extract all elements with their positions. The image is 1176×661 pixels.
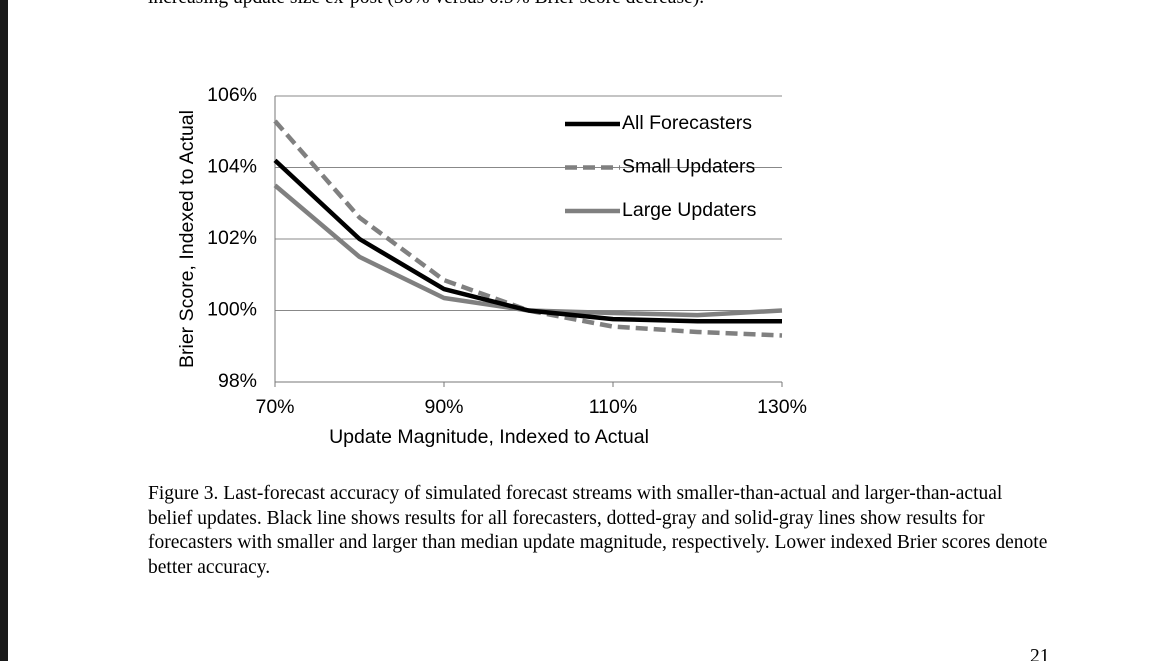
y-tick-label: 100% xyxy=(207,299,257,321)
x-tick-label: 110% xyxy=(589,396,637,418)
x-axis-label: Update Magnitude, Indexed to Actual xyxy=(329,426,649,448)
legend-label: Large Updaters xyxy=(622,199,757,221)
legend-label: All Forecasters xyxy=(622,112,752,134)
x-tick-label: 70% xyxy=(255,396,294,418)
y-tick-label: 98% xyxy=(218,370,257,392)
y-tick-label: 102% xyxy=(207,227,257,249)
chart: Update Magnitude, Indexed to Actual Brie… xyxy=(176,84,807,448)
x-tick-label: 130% xyxy=(757,396,807,418)
page-number: 21 xyxy=(1030,646,1050,661)
y-tick-label: 106% xyxy=(207,84,257,106)
x-tick-label: 90% xyxy=(424,396,463,418)
caption: Figure 3. Last-forecast accuracy of simu… xyxy=(148,483,1048,578)
window-edge xyxy=(0,0,8,661)
series-line xyxy=(273,119,783,338)
series-line xyxy=(273,158,782,324)
y-axis-label: Brier Score, Indexed to Actual xyxy=(176,110,198,368)
y-tick-label: 104% xyxy=(207,156,257,178)
top-text: increasing update size ex-post (30% vers… xyxy=(148,0,704,11)
legend-label: Small Updaters xyxy=(622,156,756,178)
